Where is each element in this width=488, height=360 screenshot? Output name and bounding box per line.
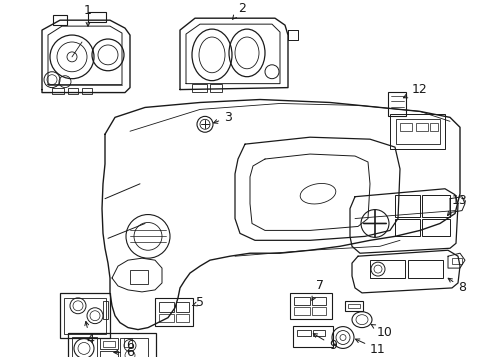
Bar — [120, 338, 148, 359]
Text: 10: 10 — [370, 325, 392, 339]
Bar — [429, 123, 437, 131]
Bar — [124, 338, 132, 347]
Text: 7: 7 — [311, 279, 324, 301]
Bar — [292, 325, 332, 347]
Text: 2: 2 — [232, 2, 245, 19]
Bar — [159, 314, 174, 321]
Bar — [293, 307, 309, 315]
Bar — [345, 301, 362, 311]
Bar — [395, 120, 439, 144]
Bar — [159, 302, 174, 312]
Bar — [155, 298, 193, 325]
Bar — [209, 84, 222, 91]
Bar — [192, 84, 206, 91]
Bar — [394, 219, 419, 237]
Bar — [394, 195, 419, 216]
Bar — [130, 270, 148, 284]
Bar — [68, 87, 78, 94]
Bar — [60, 293, 110, 338]
Bar — [387, 91, 405, 116]
Bar — [369, 260, 404, 278]
Bar — [312, 330, 325, 336]
Text: 6: 6 — [114, 346, 134, 359]
Bar — [451, 258, 461, 264]
Text: 6: 6 — [126, 339, 134, 352]
Text: 9: 9 — [313, 334, 336, 352]
Bar — [52, 87, 64, 94]
Bar — [415, 123, 427, 131]
Bar — [311, 307, 325, 315]
Bar — [407, 260, 442, 278]
Bar — [421, 195, 449, 216]
Text: 13: 13 — [447, 194, 467, 216]
Bar — [100, 338, 118, 350]
Text: 12: 12 — [403, 83, 427, 98]
Text: 5: 5 — [192, 296, 203, 309]
Bar — [88, 12, 106, 22]
Text: 1: 1 — [84, 4, 92, 26]
Bar — [347, 304, 359, 308]
Bar — [100, 351, 118, 360]
Bar — [311, 297, 325, 305]
Bar — [296, 330, 310, 336]
Bar — [421, 219, 449, 237]
Bar — [389, 114, 444, 149]
Text: 3: 3 — [213, 111, 231, 124]
Bar — [399, 123, 411, 131]
Bar — [68, 333, 156, 360]
Bar — [103, 342, 115, 347]
Bar — [289, 293, 331, 319]
Bar — [72, 337, 97, 360]
Text: 11: 11 — [355, 339, 385, 356]
Bar — [176, 302, 189, 312]
Bar — [64, 298, 106, 334]
Bar — [176, 314, 189, 321]
Bar — [53, 15, 67, 25]
Bar — [103, 301, 108, 319]
Text: 8: 8 — [447, 278, 465, 294]
Bar — [82, 87, 92, 94]
Bar — [293, 297, 309, 305]
Text: 4: 4 — [84, 321, 94, 346]
